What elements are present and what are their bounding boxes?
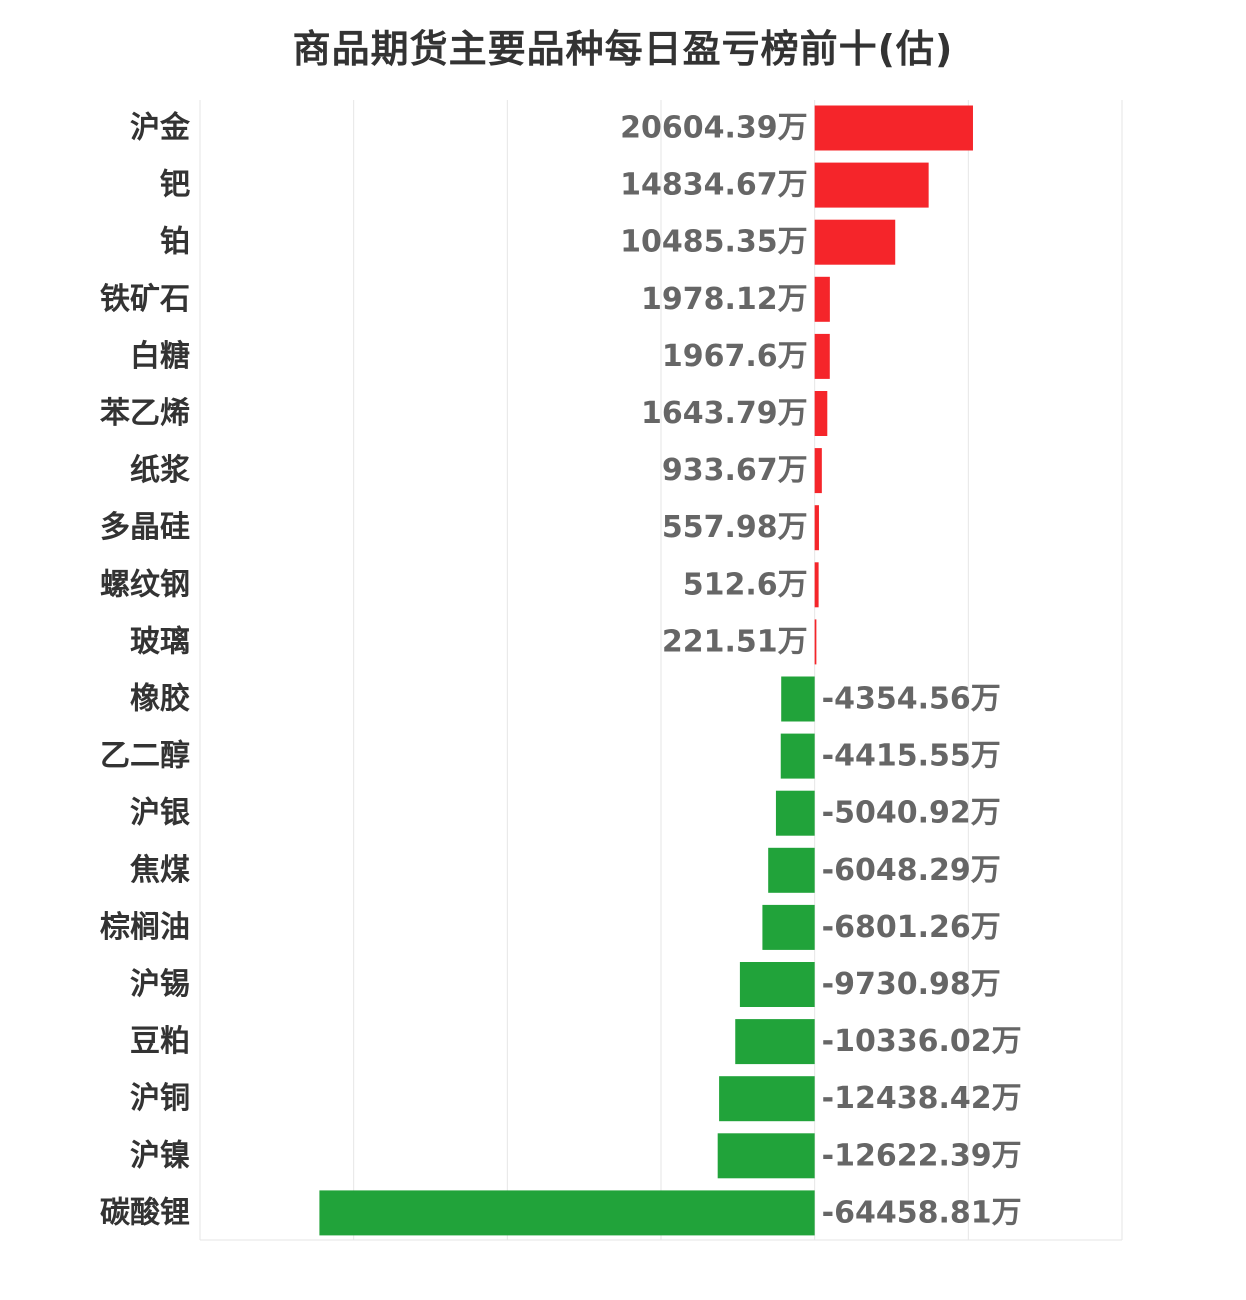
chart-title: 商品期货主要品种每日盈亏榜前十(估): [292, 27, 954, 71]
bar-18: [719, 1076, 815, 1122]
category-label: 沪金: [130, 111, 191, 146]
value-label: 14834.67万: [620, 168, 808, 203]
bar-8: [814, 505, 819, 551]
category-label: 豆粕: [130, 1024, 190, 1059]
value-label: 10485.35万: [620, 225, 808, 260]
category-label: 螺纹钢: [100, 567, 190, 602]
value-label: 933.67万: [662, 453, 808, 488]
value-label: -6048.29万: [822, 853, 1001, 888]
value-label: 1967.6万: [662, 339, 808, 374]
bar-6: [814, 391, 828, 436]
value-label: -9730.98万: [822, 967, 1001, 1002]
category-label: 沪锡: [130, 967, 190, 1002]
category-label: 沪银: [130, 796, 190, 831]
category-label: 纸浆: [130, 453, 190, 488]
bar-10: [814, 619, 817, 665]
category-label: 碳酸锂: [100, 1195, 190, 1230]
category-label: 铁矿石: [100, 282, 190, 317]
bar-16: [739, 962, 815, 1007]
value-label: -10336.02万: [822, 1024, 1022, 1059]
bar-17: [735, 1019, 815, 1065]
bar-11: [781, 676, 815, 722]
bar-20: [319, 1190, 815, 1236]
value-label: 20604.39万: [620, 111, 808, 146]
value-label: -12622.39万: [822, 1138, 1022, 1173]
value-label: -64458.81万: [822, 1195, 1022, 1230]
category-label: 焦煤: [130, 853, 190, 888]
category-label: 白糖: [130, 339, 190, 374]
category-label: 玻璃: [130, 624, 190, 659]
bar-5: [814, 333, 830, 379]
value-label: -6801.26万: [822, 910, 1001, 945]
bar-12: [780, 733, 815, 779]
value-label: -4415.55万: [822, 739, 1001, 774]
bar-2: [814, 162, 929, 208]
bar-15: [762, 904, 815, 950]
category-label: 橡胶: [130, 682, 190, 717]
category-label: 沪镍: [130, 1138, 190, 1173]
bar-19: [717, 1133, 815, 1179]
bar-1: [814, 105, 973, 151]
bar-3: [814, 219, 896, 265]
category-label: 多晶硅: [100, 510, 190, 545]
value-label: 1643.79万: [641, 396, 808, 431]
value-label: 557.98万: [662, 510, 808, 545]
value-label: 1978.12万: [641, 282, 808, 317]
bar-7: [814, 448, 822, 494]
category-label: 铂: [160, 225, 190, 260]
category-label: 棕榈油: [100, 910, 190, 945]
bar-9: [814, 562, 819, 608]
bar-4: [814, 276, 830, 322]
category-label: 钯: [160, 168, 190, 203]
value-label: -12438.42万: [822, 1081, 1022, 1116]
bar-14: [768, 847, 815, 893]
value-label: 221.51万: [662, 624, 808, 659]
value-label: -4354.56万: [822, 682, 1001, 717]
category-label: 苯乙烯: [100, 396, 190, 431]
value-label: 512.6万: [683, 567, 808, 602]
grid-layer: [199, 100, 1123, 1241]
bar-13: [775, 790, 815, 836]
value-label: -5040.92万: [822, 796, 1001, 831]
bar-layer: [319, 105, 973, 1236]
category-label: 沪铜: [130, 1081, 190, 1116]
category-label: 乙二醇: [100, 739, 190, 774]
